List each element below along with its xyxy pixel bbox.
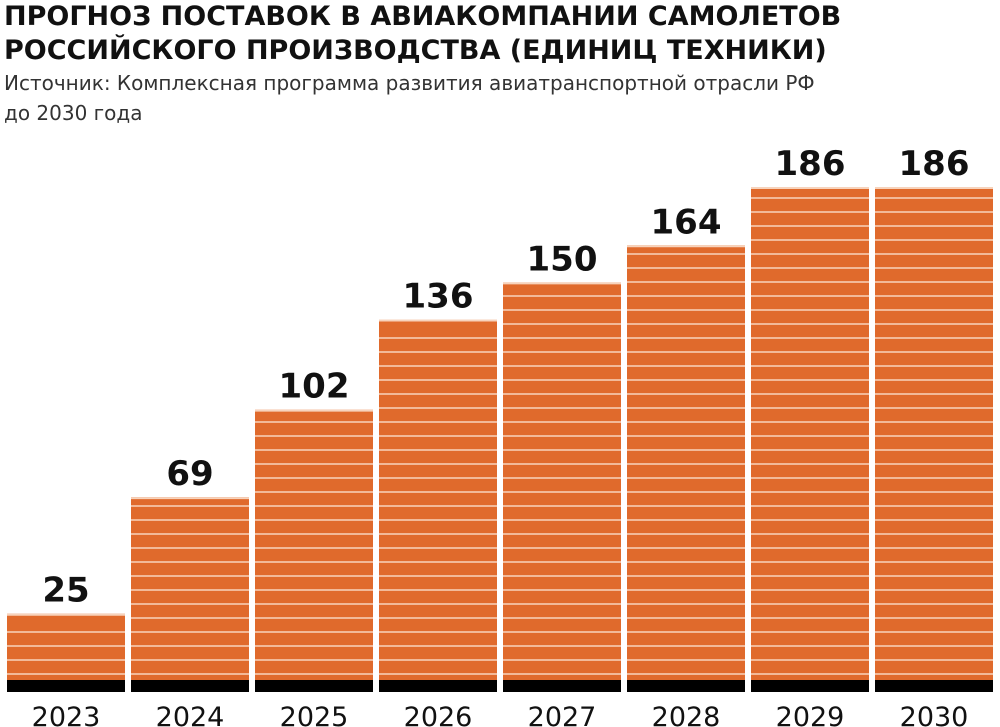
baseline-segment	[751, 680, 869, 692]
x-tick-label: 2029	[776, 702, 845, 727]
x-tick-label: 2028	[652, 702, 721, 727]
data-label: 25	[42, 571, 89, 611]
data-label: 69	[166, 454, 213, 494]
baseline-segment	[379, 680, 497, 692]
data-label: 136	[403, 277, 474, 317]
bar-2024	[131, 497, 249, 680]
bar-2025	[255, 409, 373, 680]
bar-2023	[7, 613, 125, 680]
x-tick-label: 2023	[32, 702, 101, 727]
x-tick-label: 2026	[404, 702, 473, 727]
x-tick-label: 2030	[900, 702, 969, 727]
baseline-segment	[503, 680, 621, 692]
x-tick-label: 2024	[156, 702, 225, 727]
bar-group-2029: 186 2029	[751, 144, 869, 727]
bar-2026	[379, 319, 497, 680]
data-label: 186	[775, 144, 846, 184]
bar-group-2027: 150 2027	[503, 239, 621, 727]
chart-subtitle: Источник: Комплексная программа развития…	[4, 71, 815, 125]
data-label: 186	[899, 144, 970, 184]
bar-2030	[875, 187, 993, 680]
data-label: 102	[279, 367, 350, 407]
baseline-segment	[255, 680, 373, 692]
baseline-segment	[627, 680, 745, 692]
baseline-segment	[875, 680, 993, 692]
bar-group-2026: 136 2026	[379, 277, 497, 727]
baseline-segment	[131, 680, 249, 692]
data-label: 164	[651, 202, 722, 242]
x-tick-label: 2027	[528, 702, 597, 727]
bar-2028	[627, 245, 745, 680]
x-tick-label: 2025	[280, 702, 349, 727]
bar-group-2024: 69 2024	[131, 454, 249, 727]
bar-group-2030: 186 2030	[875, 144, 993, 727]
bar-group-2025: 102 2025	[255, 367, 373, 727]
chart-title: ПРОГНОЗ ПОСТАВОК В АВИАКОМПАНИИ САМОЛЕТО…	[4, 1, 842, 66]
data-label: 150	[527, 239, 598, 279]
bar-group-2023: 25 2023	[7, 571, 125, 727]
baseline-segment	[7, 680, 125, 692]
bar-2029	[751, 187, 869, 680]
bar-2027	[503, 282, 621, 680]
bar-group-2028: 164 2028	[627, 202, 745, 727]
